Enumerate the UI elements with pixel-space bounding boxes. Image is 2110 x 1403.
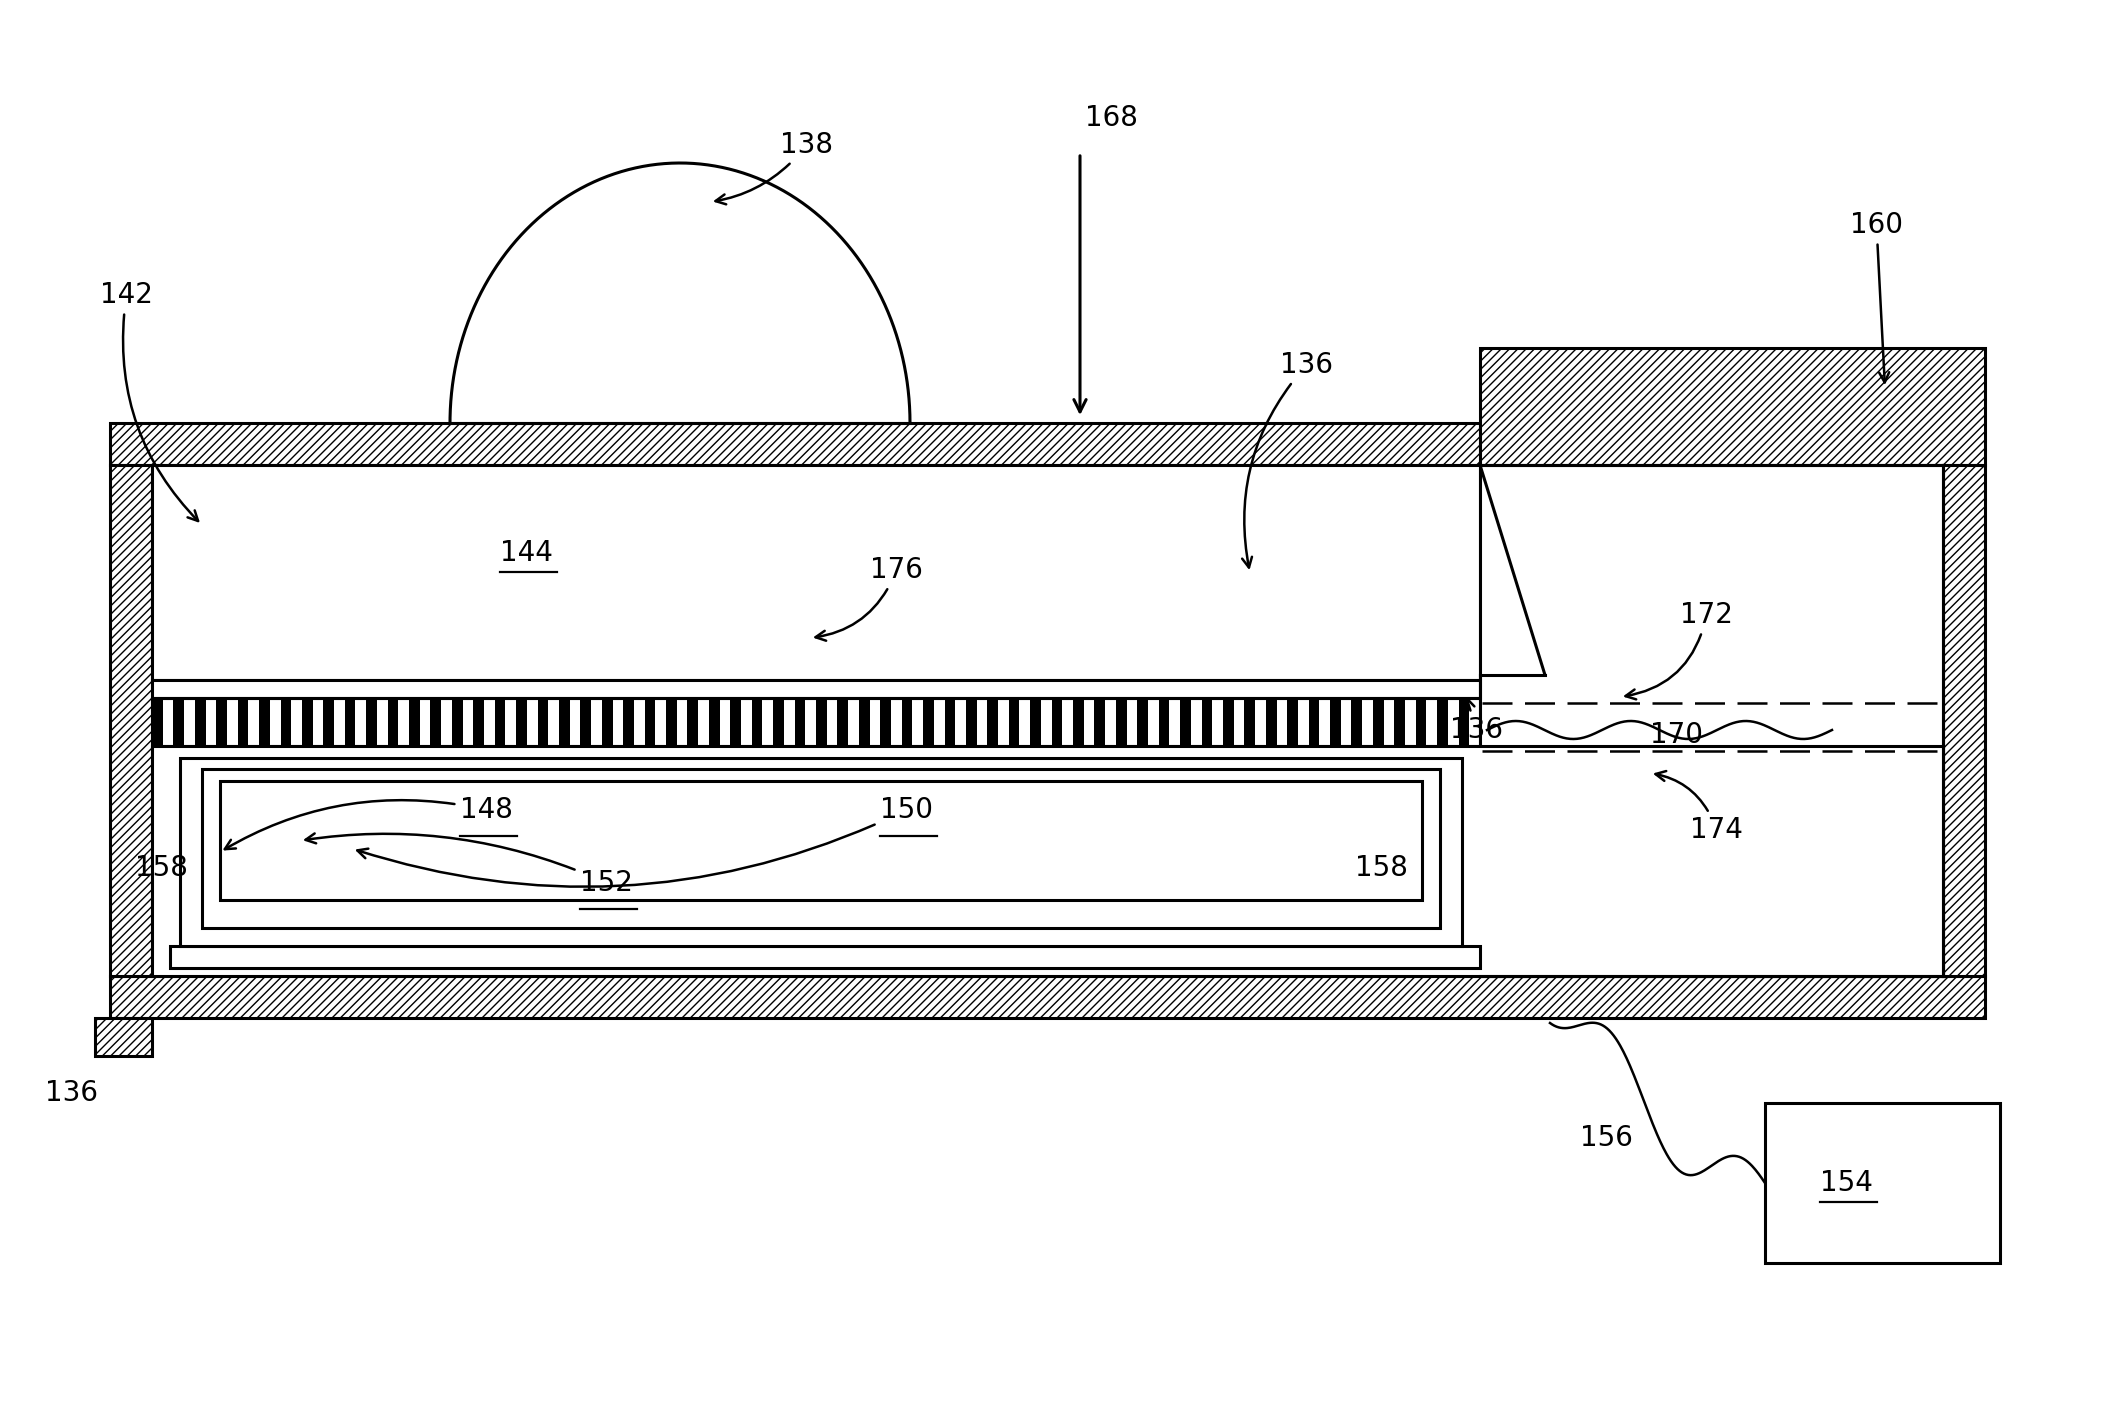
- Bar: [260, 699, 270, 746]
- Text: 168: 168: [1085, 104, 1137, 132]
- Bar: [1479, 464, 1943, 976]
- Bar: [152, 699, 1479, 746]
- Bar: [1137, 699, 1148, 746]
- Bar: [817, 699, 827, 746]
- Bar: [1353, 699, 1363, 746]
- Bar: [194, 699, 205, 746]
- Bar: [517, 699, 528, 746]
- Text: 148: 148: [226, 796, 513, 849]
- Bar: [987, 699, 998, 746]
- Bar: [1437, 699, 1447, 746]
- Bar: [709, 699, 720, 746]
- Bar: [1308, 699, 1319, 746]
- Bar: [580, 699, 591, 746]
- Bar: [494, 699, 506, 746]
- Bar: [1224, 699, 1234, 746]
- Bar: [110, 464, 152, 976]
- Bar: [1074, 699, 1085, 746]
- Bar: [646, 699, 656, 746]
- Bar: [452, 699, 462, 746]
- Bar: [966, 699, 977, 746]
- Text: 150: 150: [357, 796, 933, 887]
- Bar: [388, 699, 399, 746]
- Text: 136: 136: [1243, 351, 1334, 568]
- Bar: [173, 699, 184, 746]
- Bar: [1030, 699, 1040, 746]
- Bar: [110, 422, 1479, 464]
- Bar: [171, 946, 1479, 968]
- Bar: [1009, 699, 1019, 746]
- Bar: [1179, 699, 1190, 746]
- Bar: [323, 699, 333, 746]
- Text: 154: 154: [1821, 1169, 1874, 1197]
- Bar: [409, 699, 420, 746]
- Bar: [281, 699, 291, 746]
- Bar: [1116, 699, 1127, 746]
- Bar: [1266, 699, 1277, 746]
- Bar: [1287, 699, 1298, 746]
- Bar: [838, 699, 848, 746]
- Bar: [667, 699, 677, 746]
- Text: 158: 158: [135, 854, 188, 882]
- Bar: [795, 699, 806, 746]
- Bar: [1458, 699, 1469, 746]
- Bar: [152, 680, 1479, 699]
- Bar: [1479, 348, 1986, 464]
- Bar: [203, 769, 1439, 929]
- Bar: [1245, 699, 1255, 746]
- Bar: [1395, 699, 1405, 746]
- Bar: [859, 699, 869, 746]
- Bar: [601, 699, 612, 746]
- Bar: [772, 699, 785, 746]
- Bar: [880, 699, 890, 746]
- Bar: [344, 699, 354, 746]
- Text: 152: 152: [306, 833, 633, 897]
- Bar: [179, 758, 1462, 946]
- Bar: [215, 699, 228, 746]
- Bar: [238, 699, 249, 746]
- Bar: [1943, 464, 1986, 976]
- Text: 136: 136: [44, 1079, 97, 1107]
- Bar: [1051, 699, 1061, 746]
- Bar: [1095, 699, 1106, 746]
- Bar: [110, 976, 1986, 1019]
- Bar: [219, 781, 1422, 901]
- Text: 170: 170: [1650, 721, 1703, 749]
- Bar: [367, 699, 378, 746]
- Bar: [730, 699, 741, 746]
- Bar: [1416, 699, 1426, 746]
- Bar: [1764, 1103, 2000, 1263]
- Bar: [901, 699, 912, 746]
- Text: 176: 176: [817, 556, 922, 641]
- Bar: [559, 699, 570, 746]
- Bar: [622, 699, 633, 746]
- Bar: [922, 699, 935, 746]
- Bar: [538, 699, 549, 746]
- Bar: [152, 746, 1943, 976]
- Text: 142: 142: [99, 281, 198, 521]
- Bar: [152, 699, 162, 746]
- Bar: [473, 699, 483, 746]
- Text: 172: 172: [1625, 600, 1732, 699]
- Bar: [751, 699, 762, 746]
- Bar: [302, 699, 312, 746]
- Bar: [1201, 699, 1213, 746]
- Text: 158: 158: [1355, 854, 1407, 882]
- Bar: [95, 1019, 152, 1056]
- Bar: [152, 464, 1479, 680]
- Text: 144: 144: [500, 539, 553, 567]
- Bar: [1374, 699, 1384, 746]
- Text: 174: 174: [1656, 772, 1743, 845]
- Bar: [430, 699, 441, 746]
- Bar: [1329, 699, 1340, 746]
- Bar: [1158, 699, 1169, 746]
- Text: 160: 160: [1850, 210, 1903, 383]
- Bar: [688, 699, 698, 746]
- Text: 136: 136: [1450, 699, 1502, 744]
- Text: 156: 156: [1580, 1124, 1633, 1152]
- Bar: [945, 699, 956, 746]
- Text: 138: 138: [715, 130, 833, 205]
